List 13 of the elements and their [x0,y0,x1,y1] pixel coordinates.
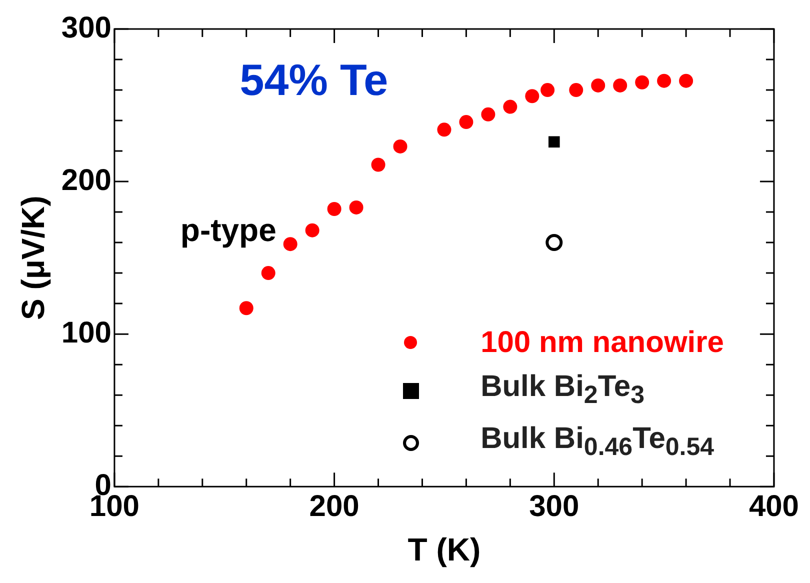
y-tick-label: 200 [61,164,112,197]
x-tick-label: 300 [529,490,580,523]
legend-label: Bulk Bi$_{0.46}$Te$_{0.54}$ [480,420,714,463]
x-tick-label: 400 [748,490,800,523]
annotation: p-type [180,212,276,250]
y-tick-label: 100 [61,316,112,350]
y-axis-title: S (μV/K) [15,196,52,320]
annotation: 54% Te [240,56,388,106]
legend-label: 100 nm nanowire [480,324,724,361]
y-tick-label: 300 [61,11,112,44]
legend-label: Bulk Bi$_{2}$Te$_{3}$ [480,368,645,411]
x-axis-title: T (K) [408,532,481,568]
x-tick-label: 200 [309,490,360,523]
